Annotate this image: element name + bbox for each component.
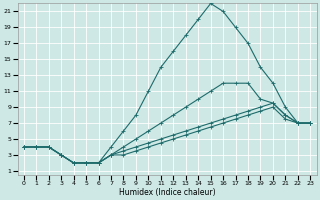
- X-axis label: Humidex (Indice chaleur): Humidex (Indice chaleur): [119, 188, 215, 197]
